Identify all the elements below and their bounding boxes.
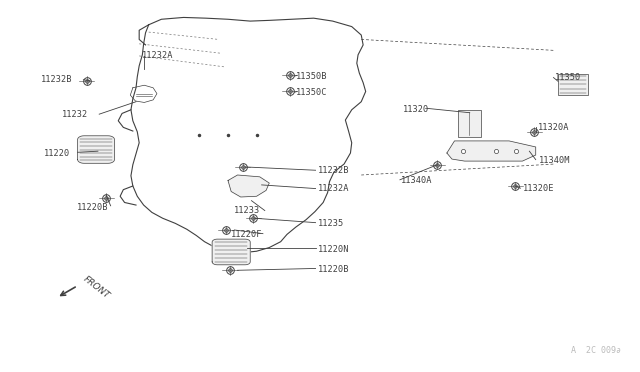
Text: 11232: 11232 <box>62 110 88 119</box>
Text: 11320: 11320 <box>403 105 429 113</box>
Text: 11320E: 11320E <box>523 185 554 193</box>
Text: 11350: 11350 <box>555 73 581 83</box>
Text: 11235: 11235 <box>317 219 344 228</box>
Text: 11340M: 11340M <box>539 156 570 165</box>
Text: 11350C: 11350C <box>296 88 328 97</box>
Text: 11220: 11220 <box>44 148 70 157</box>
Text: 11220N: 11220N <box>317 244 349 254</box>
Polygon shape <box>77 136 115 163</box>
Text: A  2C 009∂: A 2C 009∂ <box>572 346 621 355</box>
Polygon shape <box>447 141 536 161</box>
Text: 11340A: 11340A <box>401 176 433 185</box>
Text: 11232A: 11232A <box>142 51 174 60</box>
Text: 11232A: 11232A <box>317 185 349 193</box>
Text: 11220B: 11220B <box>317 265 349 274</box>
FancyBboxPatch shape <box>558 74 588 95</box>
Polygon shape <box>228 175 269 197</box>
FancyBboxPatch shape <box>458 110 481 137</box>
Text: 11232B: 11232B <box>41 75 72 84</box>
Text: FRONT: FRONT <box>81 275 111 301</box>
Text: 11220B: 11220B <box>77 203 109 212</box>
Text: 11220F: 11220F <box>231 230 262 239</box>
Text: 11233: 11233 <box>234 206 260 215</box>
Text: 11320A: 11320A <box>538 123 569 132</box>
Text: 11350B: 11350B <box>296 71 328 81</box>
Polygon shape <box>212 239 250 265</box>
Text: 11232B: 11232B <box>317 166 349 175</box>
